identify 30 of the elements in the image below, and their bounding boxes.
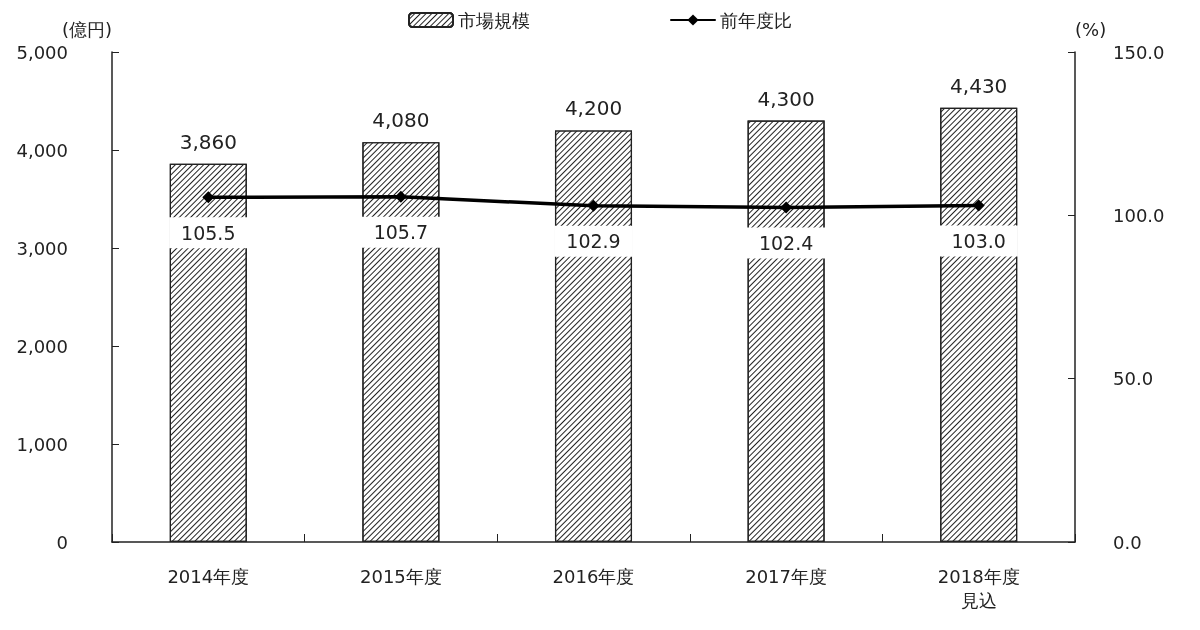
point [587,199,600,212]
x-tick-label: 2016年度 [552,565,635,587]
y-tick-label: 0 [56,531,68,553]
data-label: 4,200 [564,96,623,121]
data-label: 102.9 [566,230,621,253]
y2-tick-label: 100.0 [1113,204,1165,226]
data-label: 105.7 [373,221,429,244]
data-label: 105.5 [181,221,236,244]
y2-tick-label: 0.0 [1113,531,1142,553]
data-label: 4,300 [757,86,815,111]
y-axis-title: (億円) [61,18,112,40]
legend-label: 市場規模 [458,9,530,31]
y-tick-label: 4,000 [16,139,68,161]
y-tick-label: 2,000 [16,335,68,357]
data-label: 103.0 [951,230,1006,253]
y2-tick-label: 50.0 [1113,368,1154,390]
data-label: 3,860 [179,129,237,154]
x-tick-label: 2015年度 [359,565,442,587]
x-tick-label: 2018年度見込 [937,565,1020,611]
y-tick-label: 3,000 [16,237,68,259]
y2-tick-label: 150.0 [1113,41,1165,63]
data-label: 102.4 [758,231,814,254]
x-tick-label: 2017年度 [745,565,828,587]
x-tick-label: 2014年度 [167,565,250,587]
data-label: 4,080 [372,108,430,133]
y-tick-label: 1,000 [16,433,68,455]
data-label: 4,430 [950,73,1008,98]
legend-label: 前年度比 [720,9,792,31]
y2-axis-title: (%) [1075,18,1107,40]
y-tick-label: 5,000 [16,41,68,63]
